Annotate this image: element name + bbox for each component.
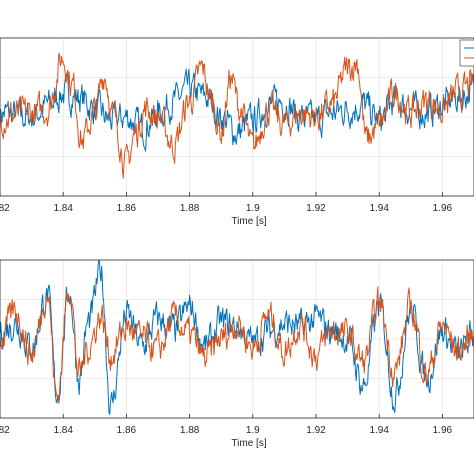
axes-box <box>0 259 474 419</box>
bottom-plot: 1.82 1.84 1.86 1.88 1.9 1.92 1.94 1.96 Time [s] <box>0 259 474 449</box>
x-tick-label: 1.96 <box>433 203 453 214</box>
x-tick-label: 1.88 <box>180 425 200 436</box>
x-axis-label: Time [s] <box>231 216 266 227</box>
x-tick-label: 1.86 <box>117 203 137 214</box>
x-tick-label: 1.94 <box>369 425 389 436</box>
x-tick-label: 1.84 <box>53 425 73 436</box>
x-tick-label: 1.9 <box>246 203 260 214</box>
x-tick-label: 1.92 <box>306 203 326 214</box>
legend <box>459 39 474 67</box>
x-axis-label: Time [s] <box>231 438 266 449</box>
series-line-0 <box>0 68 474 152</box>
x-tick-label: 1.84 <box>53 203 73 214</box>
x-tick-label: 1.96 <box>433 425 453 436</box>
axes-box <box>0 37 474 197</box>
legend-box <box>459 39 474 67</box>
series-line-1 <box>0 52 474 179</box>
top-plot: 1.82 1.84 1.86 1.88 1.9 1.92 1.94 1.96 Time [s] <box>0 37 474 227</box>
series-line-0 <box>0 260 474 415</box>
x-tick-label: 1.92 <box>306 425 326 436</box>
x-tick-label: 1.88 <box>180 203 200 214</box>
series-line-1 <box>0 286 474 404</box>
x-tick-label: 1.86 <box>117 425 137 436</box>
x-tick-label: 1.9 <box>246 425 260 436</box>
x-tick-label: 1.82 <box>0 425 10 436</box>
x-tick-label: 1.94 <box>369 203 389 214</box>
x-tick-label: 1.82 <box>0 203 10 214</box>
